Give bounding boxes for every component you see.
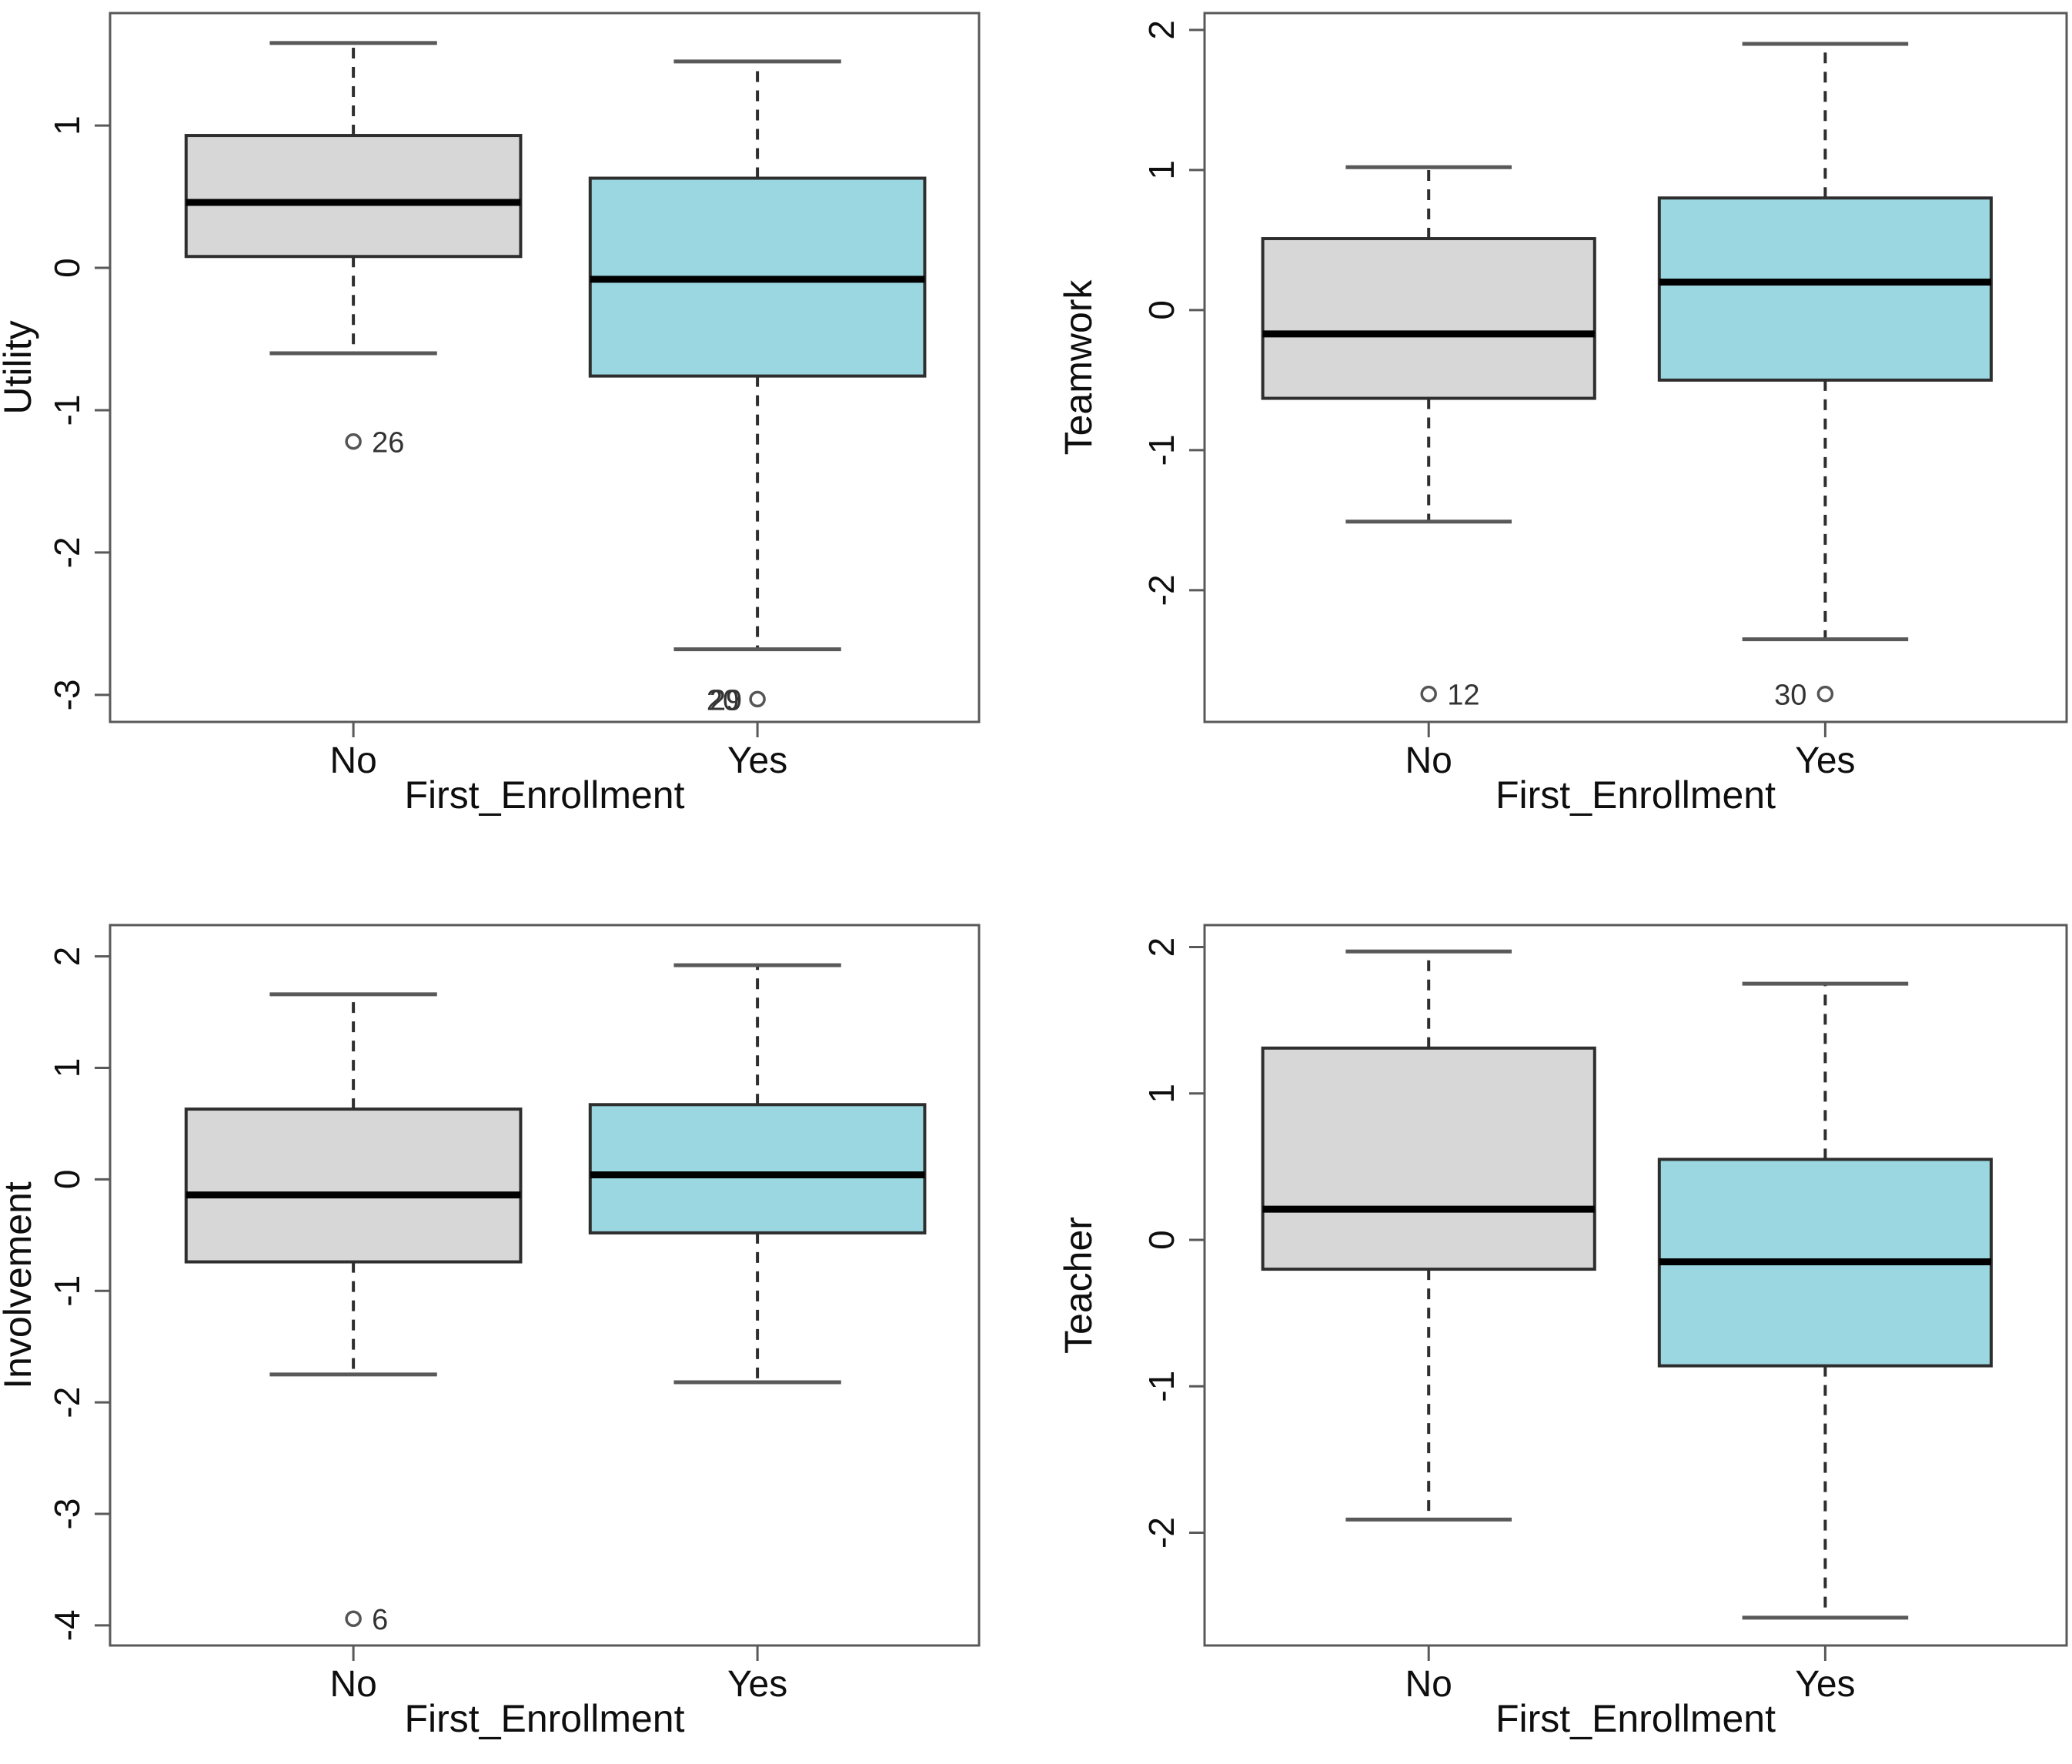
y-tick-label: -1 bbox=[47, 395, 87, 426]
boxplot-teamwork: 2 1 0 -1 -2 Teamwork First_Enrollment No 12 Yes 30 bbox=[1057, 12, 2068, 817]
boxplot-involvement: 2 1 0 -1 -2 -3 -4 Involvement First_Enrollment No… bbox=[0, 924, 981, 1740]
y-tick-label: 1 bbox=[1141, 160, 1181, 180]
outlier-label: 29 bbox=[710, 684, 742, 717]
outlier-label: 20 bbox=[707, 684, 739, 717]
boxplot-teacher: 2 1 0 -1 -2 Teacher First_Enrollment No Yes bbox=[1057, 924, 2068, 1740]
outlier-label: 12 bbox=[1447, 680, 1479, 712]
y-tick-label: 1 bbox=[47, 1058, 87, 1078]
y-tick-label: -1 bbox=[1141, 1371, 1181, 1402]
outlier-point bbox=[1816, 685, 1834, 703]
outlier-point bbox=[1420, 685, 1437, 703]
category-label: Yes bbox=[1795, 1664, 1855, 1705]
y-tick-label: 0 bbox=[1141, 1230, 1181, 1250]
boxplot-utility: 1 0 -1 -2 -3 Utility First_Enrollment No 26 Yes 20… bbox=[0, 12, 981, 817]
category-label: No bbox=[329, 740, 376, 781]
y-tick-label: -2 bbox=[47, 1387, 87, 1418]
panel-involvement: 2 1 0 -1 -2 -3 -4 Involvement First_Enrollment No… bbox=[0, 882, 1036, 1764]
panel-utility: 1 0 -1 -2 -3 Utility First_Enrollment No 26 Yes 20… bbox=[0, 0, 1036, 882]
y-tick-label: -4 bbox=[47, 1609, 87, 1641]
category-label: Yes bbox=[727, 740, 787, 781]
y-axis-title: Utility bbox=[0, 320, 39, 414]
category-label: No bbox=[329, 1664, 376, 1705]
y-tick-label: -3 bbox=[47, 1498, 87, 1530]
y-tick-label: 0 bbox=[47, 258, 87, 278]
box-no bbox=[184, 1108, 523, 1264]
plot-border bbox=[1203, 12, 2068, 723]
plot-border bbox=[109, 12, 981, 723]
y-tick-label: 1 bbox=[47, 115, 87, 135]
box-yes bbox=[588, 1103, 927, 1234]
panel-teamwork: 2 1 0 -1 -2 Teamwork First_Enrollment No 12 Yes 30 bbox=[1036, 0, 2072, 882]
y-tick-label: -1 bbox=[47, 1275, 87, 1307]
y-tick-label: -1 bbox=[1141, 434, 1181, 466]
y-axis-title: Teamwork bbox=[1057, 279, 1100, 456]
y-tick-label: 2 bbox=[1141, 20, 1181, 40]
plot-border bbox=[109, 924, 981, 1647]
box-no bbox=[1261, 1046, 1596, 1271]
y-tick-label: -3 bbox=[47, 679, 87, 710]
outlier-point bbox=[749, 690, 766, 708]
box-no bbox=[1261, 237, 1596, 400]
x-axis-title: First_Enrollment bbox=[405, 1697, 685, 1740]
y-axis-title: Involvement bbox=[0, 1181, 39, 1389]
outlier-point bbox=[345, 1610, 362, 1627]
y-tick-label: 2 bbox=[47, 947, 87, 967]
y-tick-label: 1 bbox=[1141, 1084, 1181, 1104]
outlier-label: 26 bbox=[372, 427, 404, 459]
category-label: No bbox=[1405, 1664, 1452, 1705]
box-yes bbox=[1657, 196, 1993, 382]
category-label: No bbox=[1405, 740, 1452, 781]
y-tick-label: 0 bbox=[47, 1170, 87, 1190]
outlier-point bbox=[345, 433, 362, 450]
category-label: Yes bbox=[727, 1664, 787, 1705]
y-tick-label: -2 bbox=[1141, 574, 1181, 606]
y-tick-label: -2 bbox=[1141, 1517, 1181, 1549]
y-tick-label: 2 bbox=[1141, 937, 1181, 957]
outlier-label: 6 bbox=[372, 1604, 388, 1636]
x-axis-title: First_Enrollment bbox=[1496, 1697, 1776, 1740]
y-axis-title: Teacher bbox=[1057, 1217, 1100, 1354]
y-tick-label: -2 bbox=[47, 536, 87, 568]
plot-border bbox=[1203, 924, 2068, 1647]
x-axis-title: First_Enrollment bbox=[405, 773, 685, 817]
panel-teacher: 2 1 0 -1 -2 Teacher First_Enrollment No Yes bbox=[1036, 882, 2072, 1764]
y-tick-label: 0 bbox=[1141, 300, 1181, 320]
box-no bbox=[184, 134, 523, 259]
outlier-label: 30 bbox=[1774, 680, 1806, 712]
x-axis-title: First_Enrollment bbox=[1496, 773, 1776, 817]
category-label: Yes bbox=[1795, 740, 1855, 781]
